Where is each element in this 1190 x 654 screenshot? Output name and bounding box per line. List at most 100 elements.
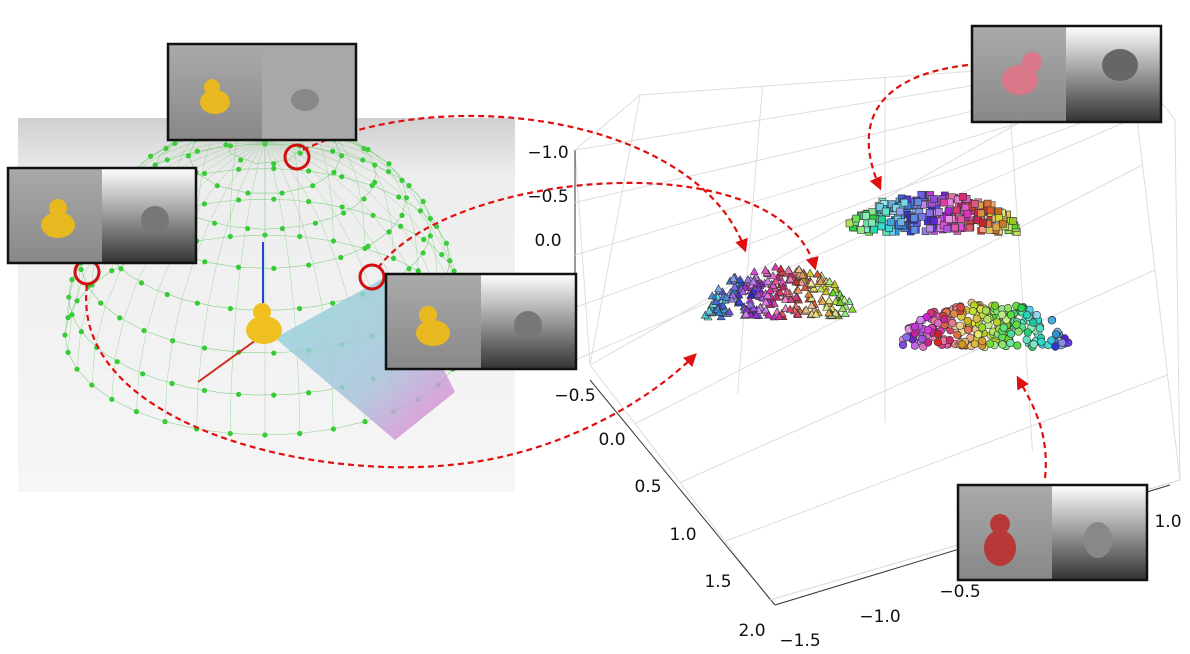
point <box>945 216 952 223</box>
pane-grid <box>575 105 1130 308</box>
pane-grid <box>1008 69 1033 452</box>
point <box>911 226 918 233</box>
point <box>868 219 875 226</box>
viewpoint <box>212 221 217 226</box>
point <box>956 322 964 330</box>
thumbnail <box>972 26 1161 122</box>
viewpoint <box>361 196 366 201</box>
point <box>897 219 904 226</box>
point <box>882 208 889 215</box>
point <box>945 208 952 215</box>
viewpoint <box>279 190 284 195</box>
thumbnail <box>386 274 576 369</box>
point <box>846 220 853 227</box>
viewpoint <box>117 315 122 320</box>
point <box>918 335 926 343</box>
point <box>871 226 878 233</box>
point <box>1000 220 1007 227</box>
y-tick-label: 1.0 <box>669 525 696 545</box>
point <box>954 331 962 339</box>
viewpoint <box>195 301 200 306</box>
point <box>934 330 942 338</box>
point <box>750 268 758 275</box>
point <box>953 207 960 214</box>
viewpoint <box>338 255 343 260</box>
point <box>966 224 973 231</box>
point <box>935 208 942 215</box>
viewpoint <box>140 371 145 376</box>
viewpoint <box>439 252 444 257</box>
point <box>998 311 1006 319</box>
point <box>924 326 932 334</box>
point <box>899 341 907 349</box>
viewpoint <box>306 262 311 267</box>
viewpoint <box>341 210 346 215</box>
point <box>940 315 948 323</box>
point <box>784 266 792 273</box>
viewpoint <box>98 300 103 305</box>
point <box>1015 328 1023 336</box>
point <box>964 326 972 334</box>
point <box>1018 304 1026 312</box>
viewpoint <box>202 345 207 350</box>
point <box>888 219 895 226</box>
point <box>1013 342 1021 350</box>
y-tick-label: 1.5 <box>704 572 731 592</box>
point <box>950 310 958 318</box>
point <box>1036 325 1044 333</box>
point <box>958 216 965 223</box>
point <box>1013 321 1021 329</box>
point <box>986 340 994 348</box>
viewpoint <box>306 199 311 204</box>
viewpoint <box>386 229 391 234</box>
viewpoint <box>306 390 311 395</box>
viewpoint <box>365 244 370 249</box>
point <box>853 215 860 222</box>
point <box>993 224 1000 231</box>
point <box>995 208 1002 215</box>
point <box>964 210 971 217</box>
point <box>991 302 999 310</box>
viewpoint <box>339 174 344 179</box>
viewpoint <box>245 190 250 195</box>
z-tick-label: 0.0 <box>534 231 561 251</box>
point <box>1007 330 1015 338</box>
point <box>917 316 925 324</box>
point <box>1009 217 1016 224</box>
viewpoint <box>428 233 433 238</box>
point <box>980 220 987 227</box>
point <box>971 340 979 348</box>
point <box>984 200 991 207</box>
point <box>911 330 919 338</box>
x-tick-label: −0.5 <box>939 582 980 602</box>
point <box>897 208 904 215</box>
x-tick-label: −1.0 <box>859 607 900 627</box>
point <box>825 297 833 304</box>
point <box>918 213 925 220</box>
thumbnail <box>8 168 196 263</box>
viewpoint <box>313 221 318 226</box>
point <box>863 213 870 220</box>
point <box>1004 304 1012 312</box>
viewpoint <box>339 204 344 209</box>
viewpoint <box>228 306 233 311</box>
point <box>901 199 908 206</box>
point <box>944 225 951 232</box>
point <box>1048 317 1056 325</box>
point <box>978 337 986 345</box>
point <box>1023 311 1031 319</box>
viewpoint <box>418 208 423 213</box>
point <box>1033 311 1041 319</box>
viewpoint <box>202 388 207 393</box>
point <box>962 204 969 211</box>
viewpoint <box>306 168 311 173</box>
point <box>969 307 977 315</box>
viewpoint <box>399 213 404 218</box>
viewpoint <box>238 157 243 162</box>
point <box>848 305 856 312</box>
page: −1.0 −0.5 0.0 −0.5 0.0 0.5 1.0 1.5 2.0 −… <box>0 0 1190 654</box>
point <box>982 307 990 315</box>
viewpoint <box>271 197 276 202</box>
point <box>857 226 864 233</box>
point <box>971 200 978 207</box>
